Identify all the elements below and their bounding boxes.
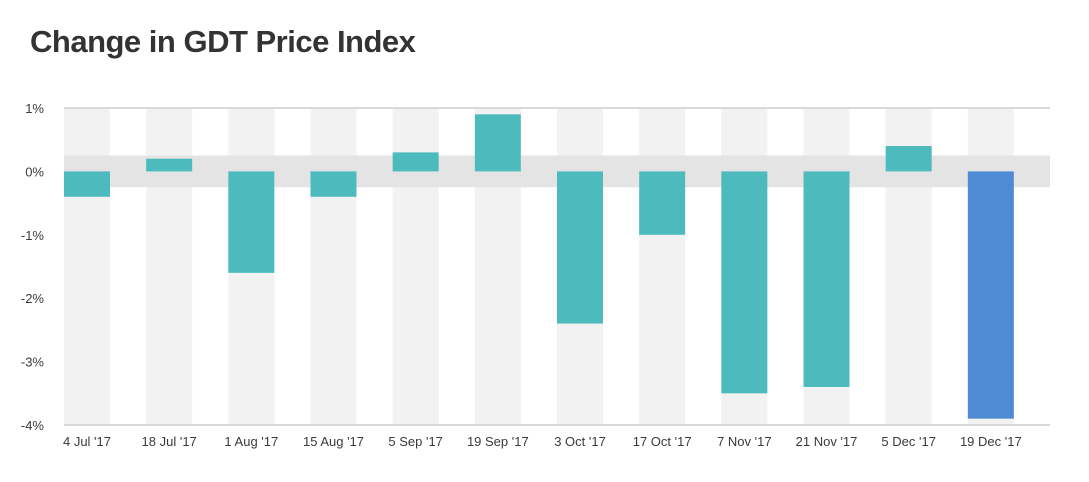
chart-title: Change in GDT Price Index: [30, 24, 416, 59]
x-axis-tick-labels: 4 Jul '17 18 Jul '17 1 Aug '17 15 Aug '17 5 …: [63, 434, 1022, 449]
bar[interactable]: [392, 152, 439, 172]
x-tick-label: 19 Dec '17: [960, 434, 1022, 449]
x-tick-label: 1 Aug '17: [224, 434, 278, 449]
x-tick-label: 21 Nov '17: [796, 434, 858, 449]
bar[interactable]: [639, 171, 686, 235]
x-tick-label: 5 Dec '17: [881, 434, 936, 449]
x-tick-label: 17 Oct '17: [633, 434, 692, 449]
y-tick-label: -2%: [21, 291, 45, 306]
y-tick-label: -1%: [21, 228, 45, 243]
y-tick-label: 1%: [25, 101, 44, 116]
x-tick-label: 19 Sep '17: [467, 434, 529, 449]
x-tick-label: 5 Sep '17: [388, 434, 443, 449]
bar[interactable]: [146, 158, 193, 172]
y-tick-label: -3%: [21, 355, 45, 370]
bar[interactable]: [310, 171, 357, 197]
x-tick-label: 15 Aug '17: [303, 434, 364, 449]
bars: [64, 114, 1014, 419]
y-tick-label: -4%: [21, 418, 45, 433]
bar[interactable]: [721, 171, 768, 394]
bar[interactable]: [885, 146, 932, 172]
x-tick-label: 18 Jul '17: [142, 434, 197, 449]
axis-lines: [64, 107, 1050, 426]
bar[interactable]: [967, 171, 1014, 419]
x-tick-label: 4 Jul '17: [63, 434, 111, 449]
y-tick-label: 0%: [25, 164, 44, 179]
bar[interactable]: [803, 171, 850, 387]
x-tick-label: 3 Oct '17: [554, 434, 606, 449]
bar[interactable]: [64, 171, 110, 197]
x-tick-label: 7 Nov '17: [717, 434, 772, 449]
bar[interactable]: [474, 114, 521, 172]
bar[interactable]: [557, 171, 603, 324]
bar[interactable]: [228, 171, 275, 273]
y-axis-tick-labels: 1% 0% -1% -2% -3% -4%: [21, 101, 45, 433]
